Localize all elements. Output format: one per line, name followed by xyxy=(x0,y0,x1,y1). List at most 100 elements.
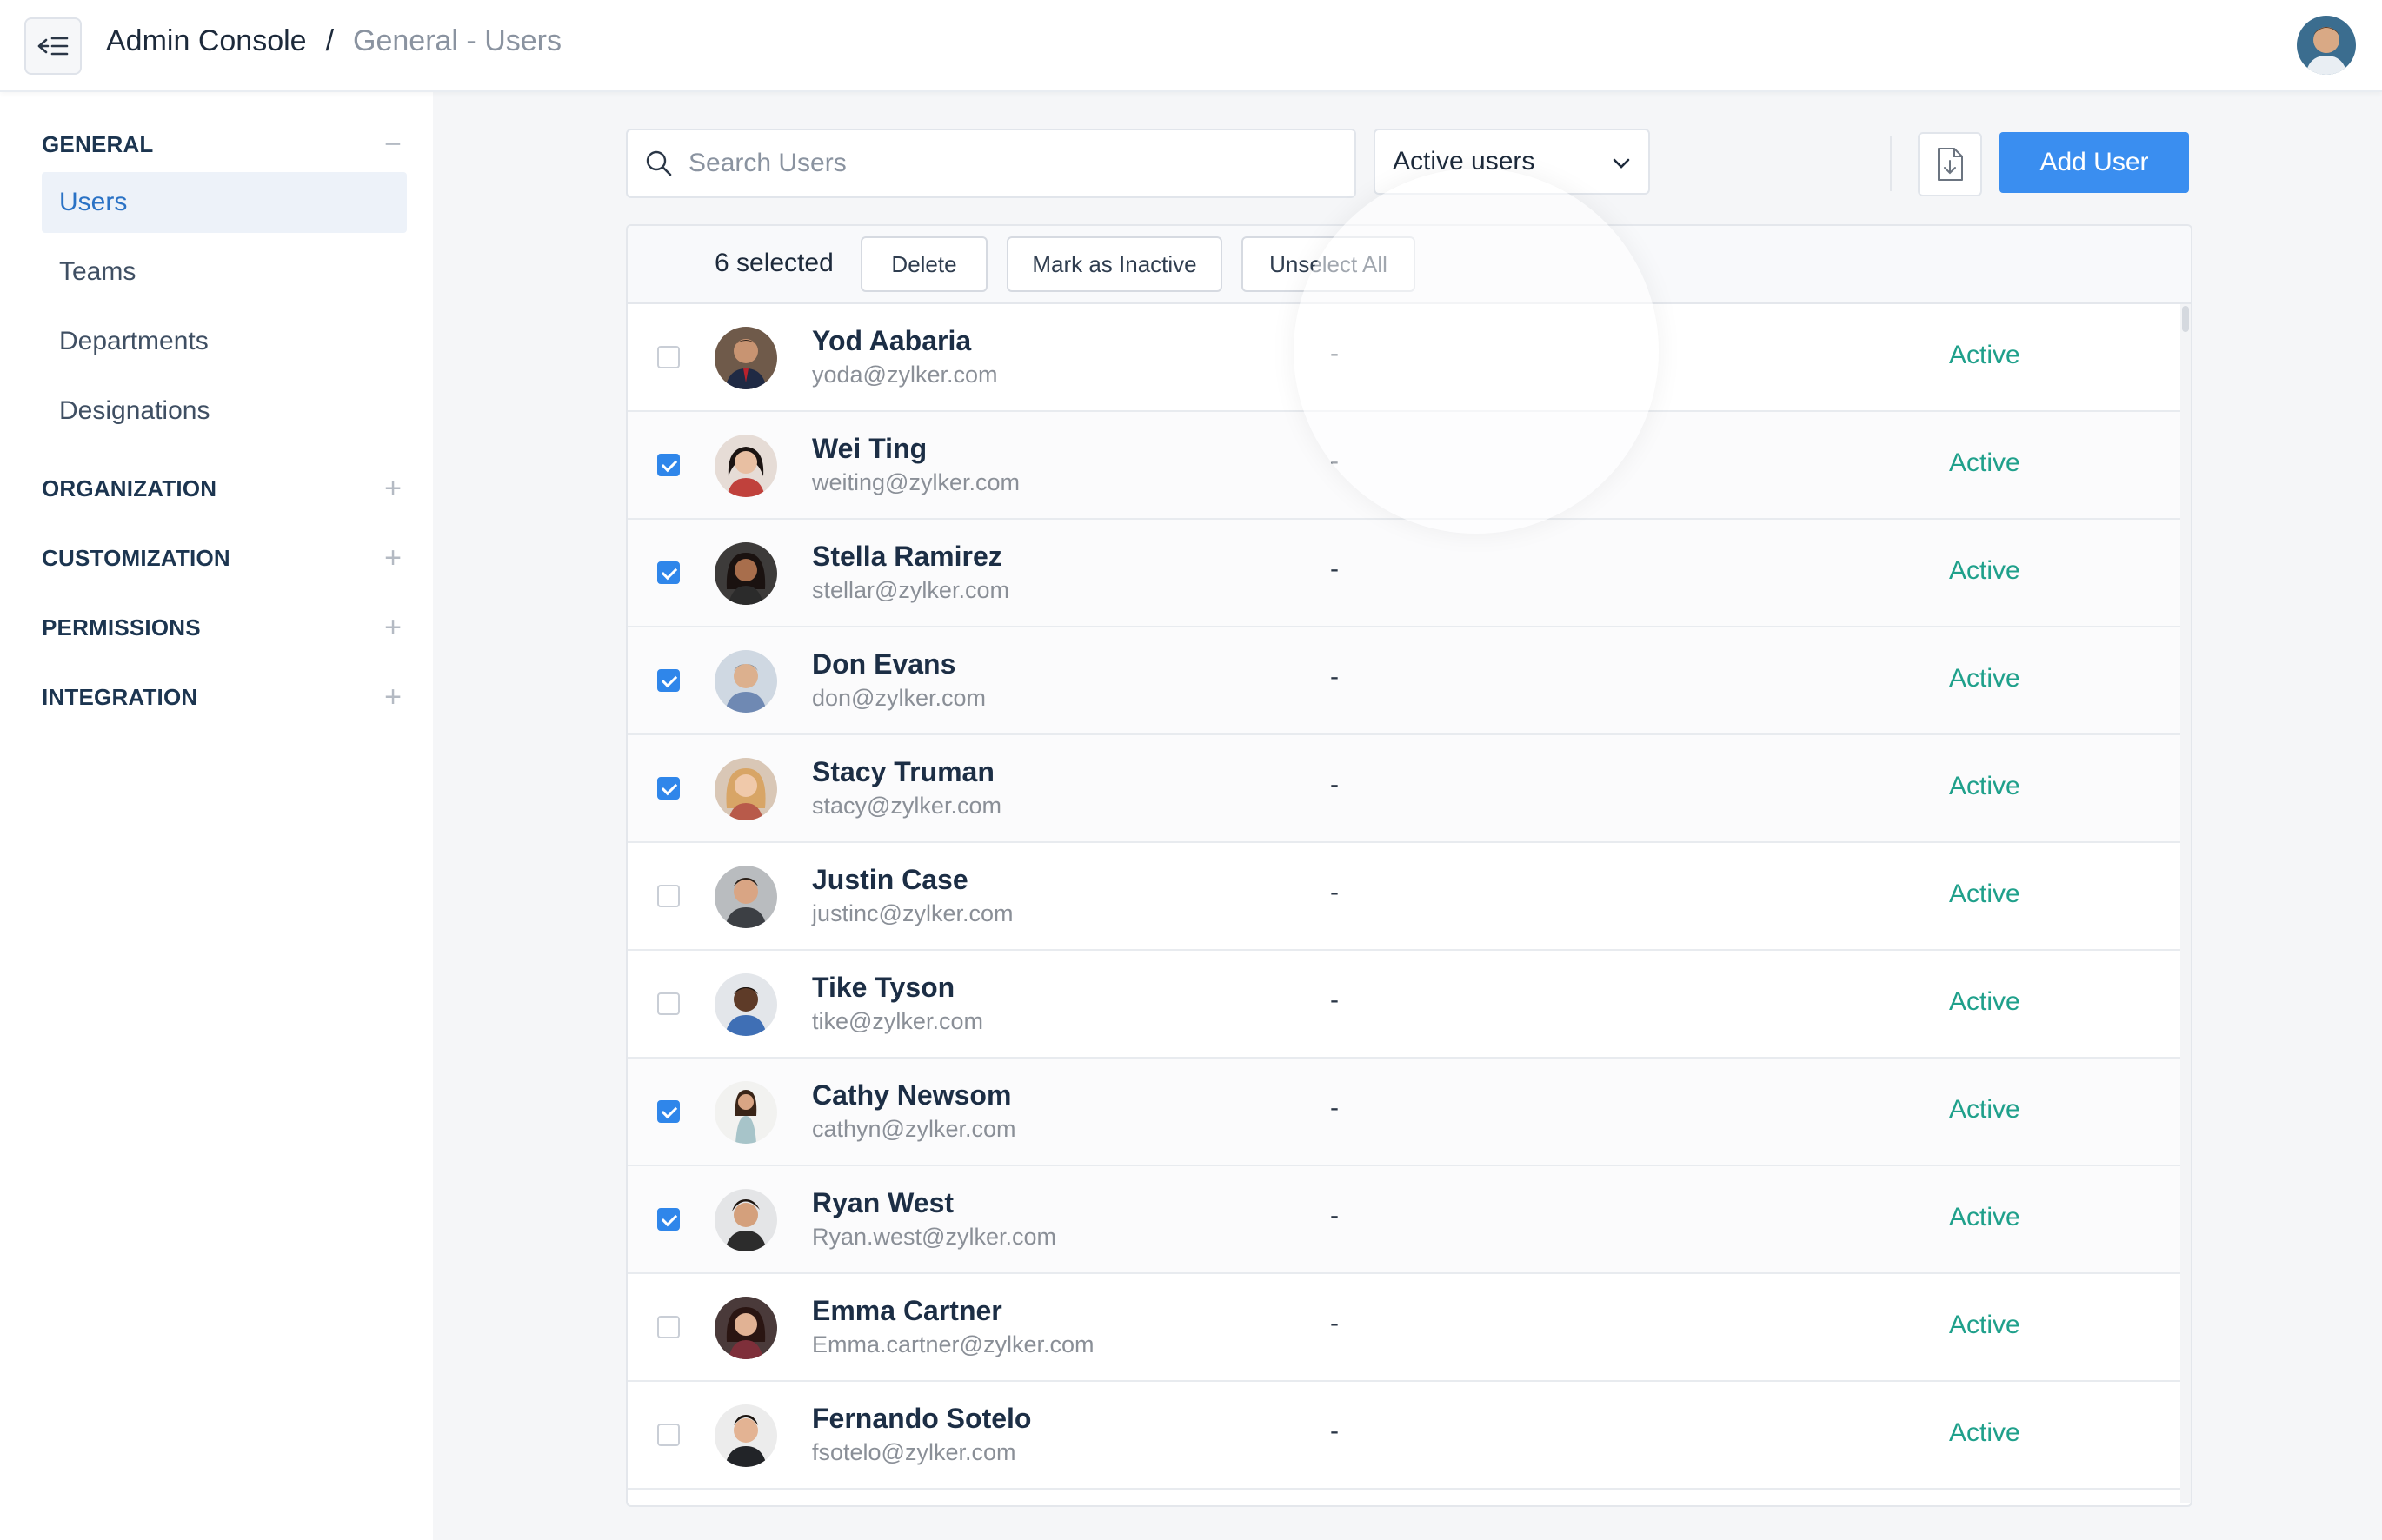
sidebar-section-general[interactable]: GENERAL − xyxy=(42,127,402,162)
user-name[interactable]: Fernando Sotelo xyxy=(812,1403,1032,1434)
table-row[interactable]: Emma Cartner Emma.cartner@zylker.com - A… xyxy=(628,1274,2180,1382)
avatar xyxy=(715,1081,777,1144)
search-input[interactable] xyxy=(687,148,1299,179)
user-department: - xyxy=(1330,662,1339,691)
expand-section-icon[interactable]: + xyxy=(384,610,402,644)
status-badge: Active xyxy=(1949,1311,2020,1339)
user-list: Yod Aabaria yoda@zylker.com - Active Wei… xyxy=(628,304,2180,1490)
row-checkbox[interactable] xyxy=(657,1424,680,1446)
status-badge: Active xyxy=(1949,987,2020,1016)
expand-section-icon[interactable]: + xyxy=(384,541,402,574)
filter-value: Active users xyxy=(1393,147,1535,176)
user-department: - xyxy=(1330,1417,1339,1445)
table-row[interactable]: Ryan West Ryan.west@zylker.com - Active xyxy=(628,1166,2180,1274)
sidebar-section-title: PERMISSIONS xyxy=(42,614,201,641)
unselect-all-button[interactable]: Unselect All xyxy=(1241,236,1415,292)
user-department: - xyxy=(1330,554,1339,583)
table-row[interactable]: Justin Case justinc@zylker.com - Active xyxy=(628,843,2180,951)
user-avatar[interactable] xyxy=(2297,16,2356,75)
user-email: Emma.cartner@zylker.com xyxy=(812,1331,1095,1357)
table-row[interactable]: Stella Ramirez stellar@zylker.com - Acti… xyxy=(628,520,2180,627)
breadcrumb-separator: / xyxy=(325,24,335,57)
status-badge: Active xyxy=(1949,341,2020,369)
expand-section-icon[interactable]: + xyxy=(384,471,402,505)
row-checkbox[interactable] xyxy=(657,777,680,800)
row-checkbox[interactable] xyxy=(657,1100,680,1123)
user-name[interactable]: Emma Cartner xyxy=(812,1295,1002,1326)
sidebar-section-title: ORGANIZATION xyxy=(42,475,217,501)
table-row[interactable]: Stacy Truman stacy@zylker.com - Active xyxy=(628,735,2180,843)
breadcrumb-admin-console[interactable]: Admin Console xyxy=(106,24,307,57)
sidebar-item-designations[interactable]: Designations xyxy=(42,381,407,441)
sidebar-item-teams[interactable]: Teams xyxy=(42,242,407,302)
table-scrollbar[interactable] xyxy=(2180,304,2191,1503)
user-email: fsotelo@zylker.com xyxy=(812,1439,1016,1465)
bulk-action-bar: 6 selected Delete Mark as Inactive Unsel… xyxy=(628,226,2191,304)
avatar xyxy=(715,327,777,389)
avatar xyxy=(715,973,777,1036)
status-badge: Active xyxy=(1949,1095,2020,1124)
row-checkbox[interactable] xyxy=(657,561,680,584)
scrollbar-thumb[interactable] xyxy=(2182,306,2189,332)
user-name[interactable]: Wei Ting xyxy=(812,433,928,464)
row-checkbox[interactable] xyxy=(657,669,680,692)
mark-inactive-button[interactable]: Mark as Inactive xyxy=(1007,236,1222,292)
user-email: yoda@zylker.com xyxy=(812,362,998,388)
avatar xyxy=(715,1297,777,1359)
user-email: justinc@zylker.com xyxy=(812,900,1014,926)
sidebar-section-title: GENERAL xyxy=(42,130,154,157)
sidebar-section-customization[interactable]: CUSTOMIZATION + xyxy=(42,541,402,575)
row-checkbox[interactable] xyxy=(657,885,680,907)
expand-section-icon[interactable]: + xyxy=(384,680,402,714)
row-checkbox[interactable] xyxy=(657,992,680,1015)
search-box[interactable] xyxy=(626,129,1356,198)
sidebar-section-permissions[interactable]: PERMISSIONS + xyxy=(42,610,402,645)
sidebar-section-title: INTEGRATION xyxy=(42,683,198,710)
user-name[interactable]: Don Evans xyxy=(812,648,956,680)
user-name[interactable]: Stella Ramirez xyxy=(812,541,1002,572)
user-filter-dropdown[interactable]: Active users xyxy=(1374,129,1650,195)
sidebar-section-integration[interactable]: INTEGRATION + xyxy=(42,680,402,714)
table-row[interactable]: Fernando Sotelo fsotelo@zylker.com - Act… xyxy=(628,1382,2180,1490)
row-checkbox[interactable] xyxy=(657,1316,680,1338)
export-file-icon[interactable] xyxy=(1918,132,1982,196)
table-row[interactable]: Don Evans don@zylker.com - Active xyxy=(628,627,2180,735)
user-department: - xyxy=(1330,1093,1339,1122)
user-name[interactable]: Stacy Truman xyxy=(812,756,995,787)
sidebar-item-label: Users xyxy=(59,188,128,216)
user-name[interactable]: Justin Case xyxy=(812,864,968,895)
sidebar-item-users[interactable]: Users xyxy=(42,172,407,233)
row-checkbox[interactable] xyxy=(657,1208,680,1231)
user-department: - xyxy=(1330,986,1339,1014)
breadcrumb-page: General - Users xyxy=(353,24,562,57)
user-department: - xyxy=(1330,878,1339,906)
user-email: cathyn@zylker.com xyxy=(812,1116,1016,1142)
user-name[interactable]: Tike Tyson xyxy=(812,972,955,1003)
selected-count: 6 selected xyxy=(715,249,834,277)
sidebar-section-title: CUSTOMIZATION xyxy=(42,544,230,571)
sidebar-section-organization[interactable]: ORGANIZATION + xyxy=(42,471,402,506)
add-user-button[interactable]: Add User xyxy=(1999,132,2189,193)
avatar xyxy=(715,542,777,605)
user-name[interactable]: Yod Aabaria xyxy=(812,325,972,356)
chevron-down-icon xyxy=(1612,147,1631,176)
table-row[interactable]: Yod Aabaria yoda@zylker.com - Active xyxy=(628,304,2180,412)
avatar xyxy=(715,866,777,928)
main-content: Active users Add User 6 selected Delete … xyxy=(433,92,2382,1540)
table-row[interactable]: Cathy Newsom cathyn@zylker.com - Active xyxy=(628,1059,2180,1166)
user-department: - xyxy=(1330,1309,1339,1338)
user-name[interactable]: Cathy Newsom xyxy=(812,1079,1012,1111)
avatar xyxy=(715,758,777,820)
sidebar-item-departments[interactable]: Departments xyxy=(42,311,407,372)
table-row[interactable]: Tike Tyson tike@zylker.com - Active xyxy=(628,951,2180,1059)
avatar xyxy=(715,1189,777,1251)
delete-button[interactable]: Delete xyxy=(861,236,988,292)
user-email: stellar@zylker.com xyxy=(812,577,1009,603)
status-badge: Active xyxy=(1949,880,2020,908)
row-checkbox[interactable] xyxy=(657,346,680,368)
user-name[interactable]: Ryan West xyxy=(812,1187,955,1218)
table-row[interactable]: Wei Ting weiting@zylker.com - Active xyxy=(628,412,2180,520)
collapse-menu-icon[interactable] xyxy=(24,17,82,75)
collapse-section-icon[interactable]: − xyxy=(384,127,402,161)
row-checkbox[interactable] xyxy=(657,454,680,476)
